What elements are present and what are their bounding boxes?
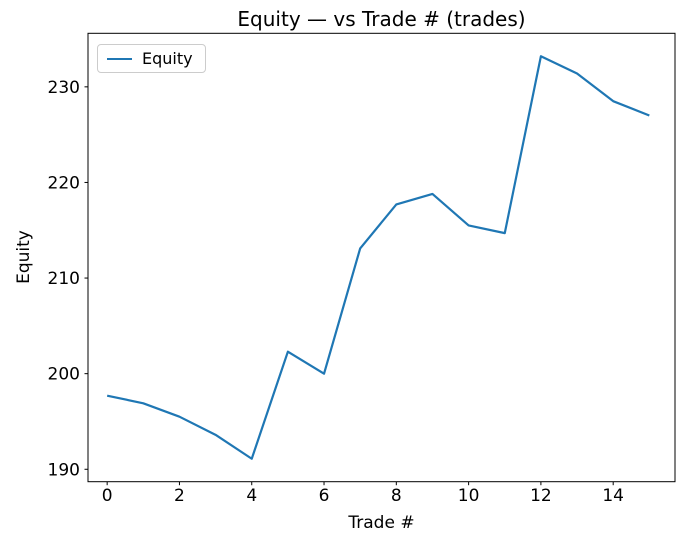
x-axis-tick-label: 12 <box>530 486 552 506</box>
y-axis-tick-label: 230 <box>48 78 80 98</box>
y-axis-tick-label: 200 <box>48 365 80 385</box>
x-axis-tick-label: 6 <box>319 486 330 506</box>
x-axis-tick-label: 2 <box>174 486 185 506</box>
chart-title: Equity — vs Trade # (trades) <box>237 7 526 31</box>
legend-line-sample-icon <box>107 57 132 60</box>
axes-frame <box>87 32 676 483</box>
x-axis-label: Trade # <box>348 513 415 533</box>
y-axis-tick-label: 190 <box>48 460 80 480</box>
legend: Equity <box>97 44 206 73</box>
x-axis-tick-label: 0 <box>102 486 113 506</box>
legend-label-equity: Equity <box>142 49 193 68</box>
x-axis-tick-label: 4 <box>246 486 257 506</box>
series-line-equity <box>106 55 650 460</box>
x-axis-tick-label: 10 <box>458 486 480 506</box>
y-axis-tick-label: 210 <box>48 269 80 289</box>
x-axis-tick-label: 8 <box>391 486 402 506</box>
x-axis-tick-label: 14 <box>602 486 624 506</box>
y-axis-tick-label: 220 <box>48 173 80 193</box>
